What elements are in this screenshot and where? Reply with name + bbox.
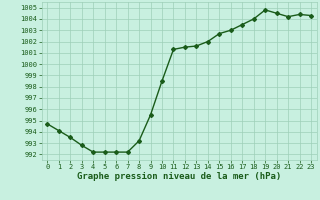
X-axis label: Graphe pression niveau de la mer (hPa): Graphe pression niveau de la mer (hPa) [77, 172, 281, 181]
